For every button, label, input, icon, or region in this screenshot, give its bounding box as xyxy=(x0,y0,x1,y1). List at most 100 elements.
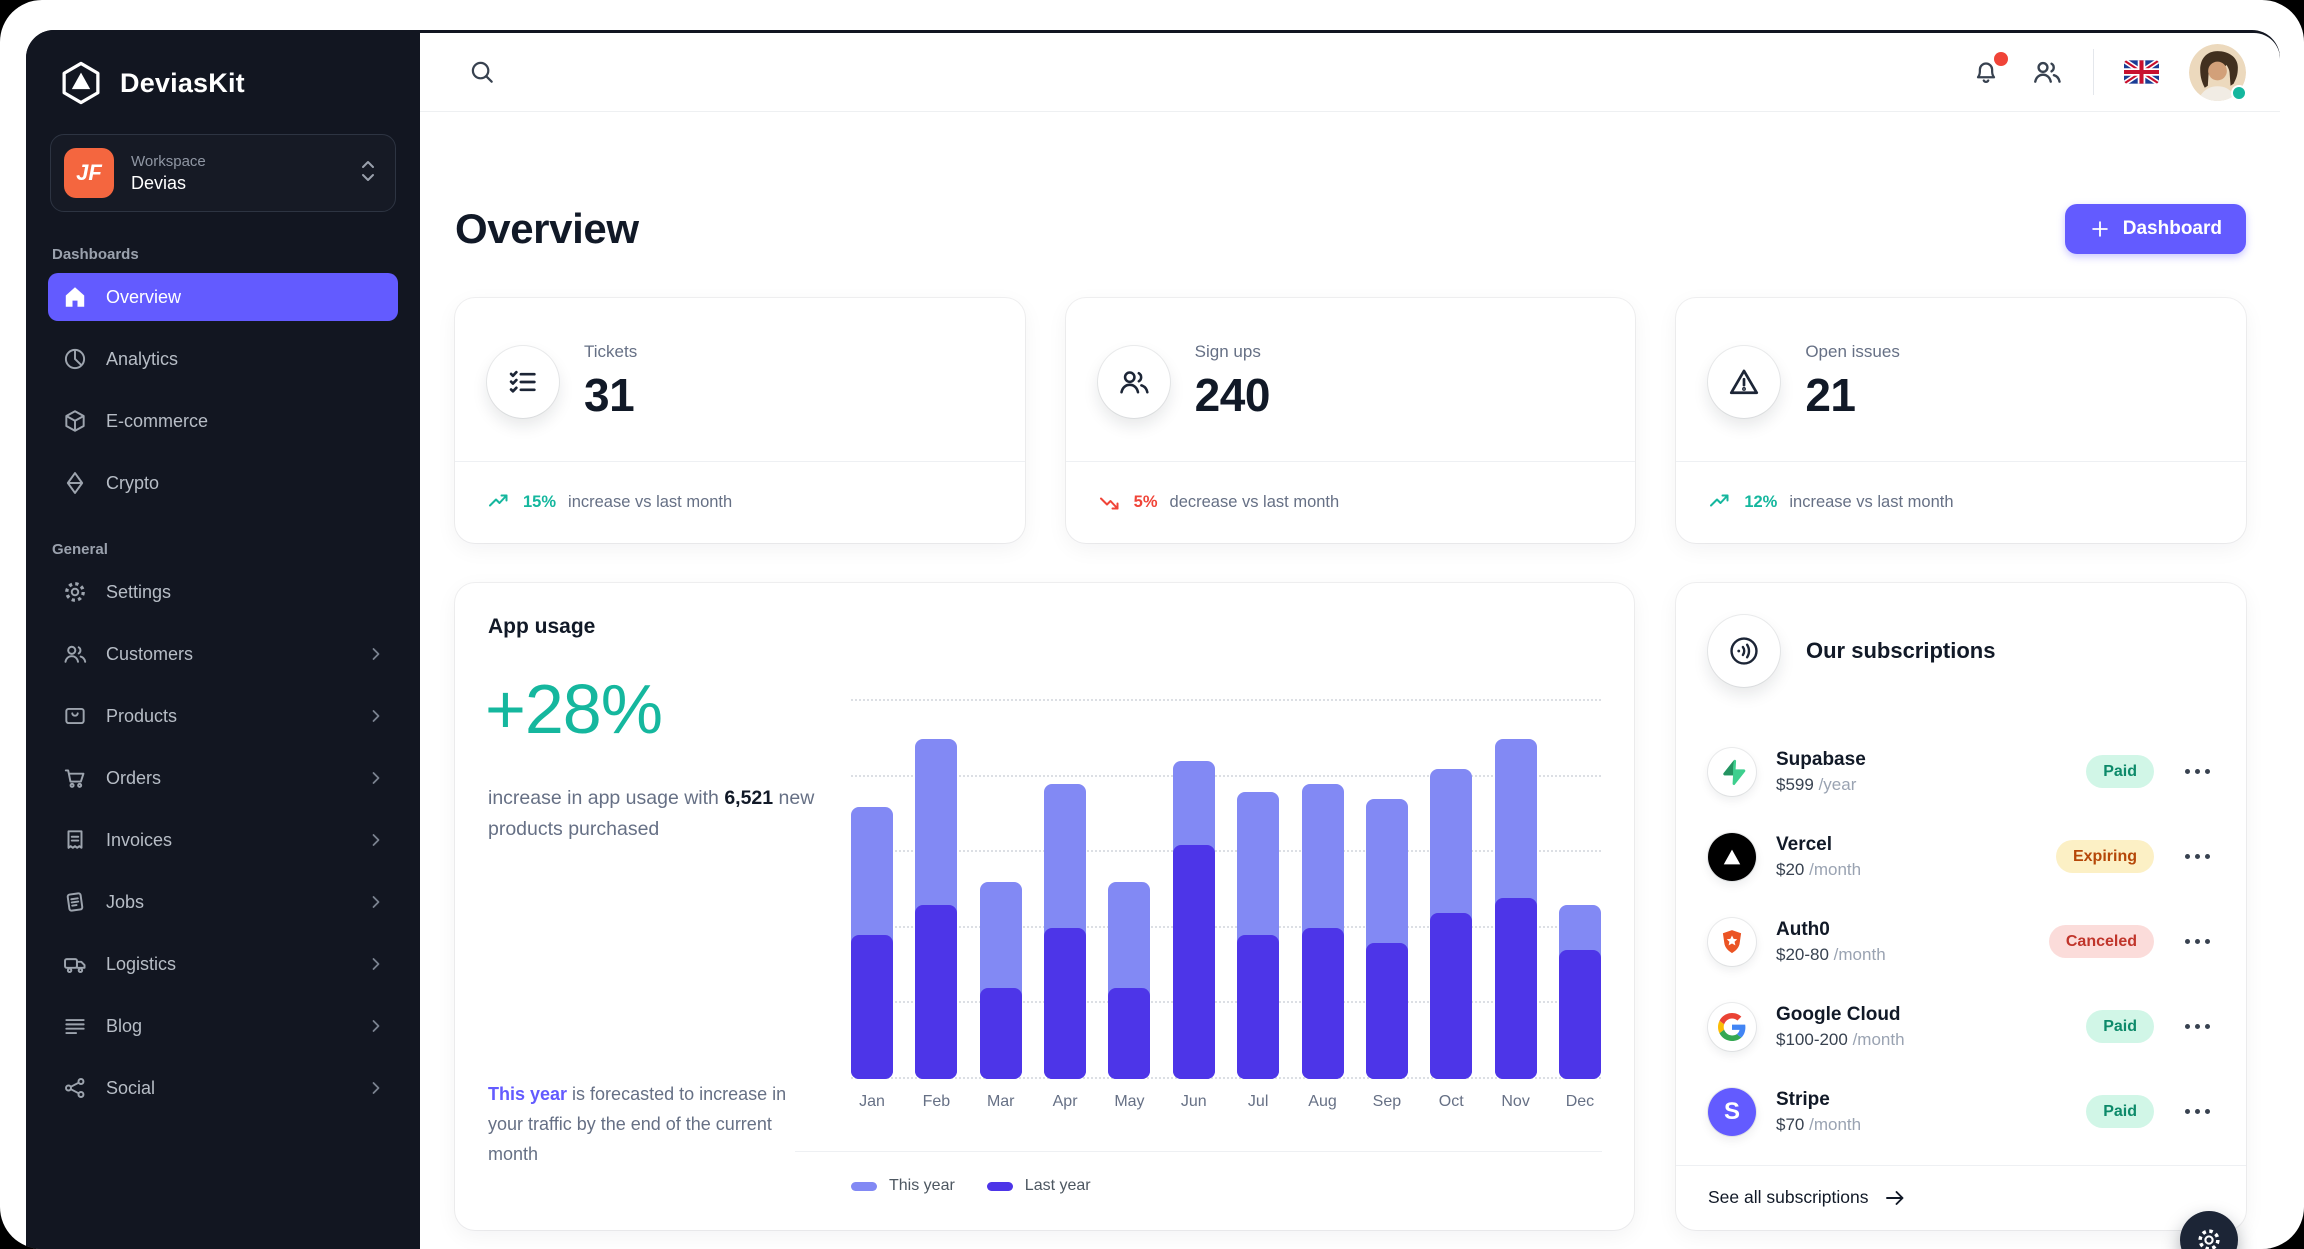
chevron-right-icon xyxy=(368,1018,384,1034)
receipt-icon xyxy=(62,827,88,853)
sidebar: DeviasKit JF Workspace Devias Dashboards… xyxy=(26,30,420,1249)
sidebar-item-products[interactable]: Products xyxy=(48,692,398,740)
sidebar-item-overview[interactable]: Overview xyxy=(48,273,398,321)
stat-value: 31 xyxy=(584,369,635,421)
row-menu-ellipsis-icon[interactable] xyxy=(2180,854,2214,859)
sidebar-item-label: Crypto xyxy=(106,472,160,493)
sidebar-item-label: Orders xyxy=(106,767,162,788)
gear-icon xyxy=(62,579,88,605)
bar-oct xyxy=(1430,701,1473,1079)
gridline xyxy=(851,774,1601,777)
usage-description: increase in app usage with 6,521 new pro… xyxy=(488,787,815,840)
subscriptions-title: Our subscriptions xyxy=(1806,638,1996,663)
arrow-right-icon xyxy=(1885,1190,1903,1205)
sidebar-item-social[interactable]: Social xyxy=(48,1064,398,1112)
sidebar-item-ecommerce[interactable]: E-commerce xyxy=(48,397,398,445)
sidebar-item-label: Social xyxy=(106,1077,156,1098)
sidebar-item-label: Overview xyxy=(106,286,182,307)
divider xyxy=(1676,461,2246,462)
sidebar-item-label: Products xyxy=(106,705,178,726)
month-label: Oct xyxy=(1438,1093,1464,1110)
sidebar-item-label: Logistics xyxy=(106,953,177,974)
subscriptions-list: Supabase $599 /year Paid xyxy=(1676,729,2246,1154)
supabase-logo-icon xyxy=(1708,747,1756,796)
vercel-logo-icon xyxy=(1708,832,1756,881)
gridline xyxy=(851,925,1601,928)
divider xyxy=(795,1151,1602,1152)
bar-mar xyxy=(979,701,1022,1079)
legend-swatch-last-year xyxy=(986,1181,1013,1191)
sidebar-item-crypto[interactable]: Crypto xyxy=(48,459,398,507)
subscriptions-card: Our subscriptions Supabase $599 /year xyxy=(1676,583,2246,1230)
sidebar-item-label: Blog xyxy=(106,1015,143,1036)
truck-icon xyxy=(62,951,88,977)
workspace-switcher[interactable]: JF Workspace Devias xyxy=(50,134,396,212)
box-icon xyxy=(62,703,88,729)
row-menu-ellipsis-icon[interactable] xyxy=(2180,1024,2214,1029)
subscription-row-stripe: S Stripe $70 /month Paid xyxy=(1708,1069,2214,1154)
sidebar-item-invoices[interactable]: Invoices xyxy=(48,816,398,864)
legend-swatch-this-year xyxy=(851,1181,877,1191)
app-usage-title: App usage xyxy=(488,615,596,638)
see-all-label: See all subscriptions xyxy=(1708,1187,1869,1207)
sidebar-item-blog[interactable]: Blog xyxy=(48,1002,398,1050)
chevron-right-icon xyxy=(368,1080,384,1096)
month-label: May xyxy=(1114,1093,1145,1110)
sidebar-item-logistics[interactable]: Logistics xyxy=(48,940,398,988)
subscription-row-auth0: Auth0 $20-80 /month Canceled xyxy=(1708,899,2214,984)
bar-jul xyxy=(1237,701,1280,1079)
chevron-right-icon xyxy=(368,646,384,662)
divider xyxy=(1676,1165,2246,1166)
sidebar-item-orders[interactable]: Orders xyxy=(48,754,398,802)
sidebar-item-label: Jobs xyxy=(106,891,145,912)
section-label-dashboards: Dashboards xyxy=(52,246,139,263)
subscription-period: /month xyxy=(1833,944,1886,964)
see-all-subscriptions-link[interactable]: See all subscriptions xyxy=(1708,1165,1907,1230)
row-menu-ellipsis-icon[interactable] xyxy=(2180,939,2214,944)
subscription-row-google-cloud: Google Cloud $100-200 /month Paid xyxy=(1708,984,2214,1069)
gridline xyxy=(851,850,1601,853)
chart-legend: This year Last year xyxy=(851,1177,1091,1195)
diamond-icon xyxy=(62,470,88,496)
row-menu-ellipsis-icon[interactable] xyxy=(2180,769,2214,774)
month-label: Dec xyxy=(1565,1093,1595,1110)
legend-last-year: Last year xyxy=(986,1177,1091,1195)
contacts-users-icon[interactable] xyxy=(2031,56,2063,88)
row-menu-ellipsis-icon[interactable] xyxy=(2180,1109,2214,1114)
document-icon xyxy=(62,889,88,915)
language-flag-icon[interactable] xyxy=(2124,60,2159,84)
sidebar-item-jobs[interactable]: Jobs xyxy=(48,878,398,926)
subscription-amount: $70 xyxy=(1776,1114,1805,1134)
notifications-bell-icon[interactable] xyxy=(1971,52,2008,87)
workspace-label: Workspace xyxy=(131,152,206,170)
chevron-right-icon xyxy=(368,832,384,848)
users-icon xyxy=(62,641,88,667)
sidebar-item-settings[interactable]: Settings xyxy=(48,568,398,616)
chevron-right-icon xyxy=(368,894,384,910)
bar-sep xyxy=(1365,701,1408,1079)
workspace-name: Devias xyxy=(131,172,187,193)
online-status-dot xyxy=(2231,84,2247,101)
legend-this-year: This year xyxy=(851,1177,955,1195)
month-label: Nov xyxy=(1501,1093,1530,1110)
user-avatar[interactable] xyxy=(2189,43,2247,101)
gridline xyxy=(851,1001,1601,1004)
workspace-avatar: JF xyxy=(64,148,114,198)
section-label-general: General xyxy=(52,541,108,558)
search-icon[interactable] xyxy=(468,58,496,86)
subscription-amount: $100-200 xyxy=(1776,1029,1848,1049)
app-usage-card: App usage +28% increase in app usage wit… xyxy=(455,583,1634,1230)
subscription-name: Vercel xyxy=(1776,833,1832,855)
stats-row: Tickets 31 15% increase vs last month xyxy=(455,298,2246,543)
add-dashboard-button[interactable]: Dashboard xyxy=(2064,204,2246,254)
trend-up-icon xyxy=(1708,490,1732,514)
bars xyxy=(851,701,1601,1079)
sidebar-item-analytics[interactable]: Analytics xyxy=(48,335,398,383)
sidebar-item-label: Settings xyxy=(106,581,172,602)
sidebar-item-customers[interactable]: Customers xyxy=(48,630,398,678)
bar-jan xyxy=(851,701,893,1079)
brand: DeviasKit xyxy=(50,30,396,106)
sidebar-item-label: Analytics xyxy=(106,348,179,369)
bar-aug xyxy=(1301,701,1344,1079)
